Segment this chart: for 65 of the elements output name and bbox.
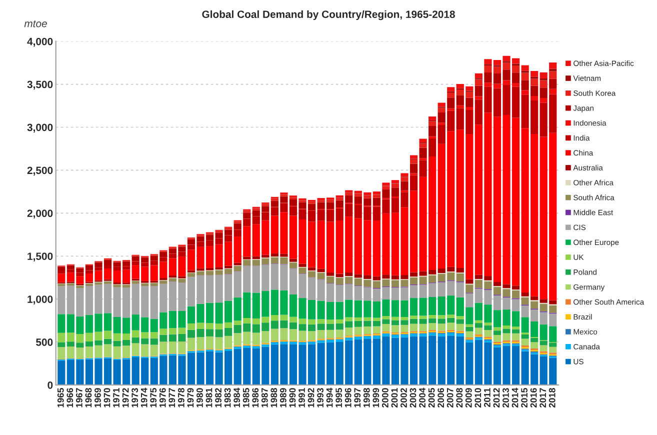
y-tick-label: 2,500 [27,166,53,176]
x-tick-label: 2017 [540,388,546,408]
y-tick-label: 3,000 [27,124,53,133]
x-tick-label: 1971 [113,388,120,408]
x-tick-label: 1987 [261,388,268,408]
x-tick-label: 1994 [326,388,333,408]
y-tick-label: 0 [48,381,53,389]
x-tick-label: 2015 [521,388,528,408]
x-tick-label: 2012 [493,388,500,408]
x-tick-label: 1966 [66,388,74,408]
x-tick-label: 1968 [85,388,92,408]
x-tick-label: 1985 [242,388,250,408]
x-tick-label: 2014 [512,388,518,408]
x-tick-label: 1997 [354,388,361,408]
x-tick-label: 1973 [132,388,138,408]
x-tick-label: 2006 [438,388,444,408]
y-tick-label: 1,500 [28,252,53,262]
x-tick-label: 1970 [104,388,110,408]
x-tick-label: 1996 [344,388,352,408]
y-tick-label: 500 [36,338,53,346]
x-tick-label: 1965 [57,388,64,408]
x-tick-label: 1998 [363,388,370,408]
x-tick-label: 1981 [206,388,212,408]
x-tick-label: 2016 [530,388,537,408]
x-tick-label: 1977 [168,388,176,408]
y-tick-label: 3,500 [27,80,53,90]
x-tick-label: 2003 [410,388,416,408]
x-tick-label: 1980 [196,388,203,408]
x-tick-label: 1978 [178,388,184,408]
x-tick-label: 1991 [298,388,305,408]
x-tick-label: 2013 [502,388,509,408]
y-tick-label: 4,000 [27,38,53,47]
x-tick-label: 2004 [419,388,426,408]
x-tick-label: 2008 [456,388,463,408]
x-tick-label: 2018 [548,388,556,408]
y-tick-label: 1,000 [28,296,53,304]
x-tick-label: 2011 [484,388,490,408]
x-tick-label: 1969 [94,388,101,408]
x-tick-label: 2000 [382,388,388,408]
x-tick-label: 1983 [224,388,231,408]
x-tick-label: 1982 [215,388,222,408]
x-tick-label: 2001 [391,388,398,408]
x-tick-label: 1999 [372,388,380,408]
x-tick-label: 1988 [270,388,278,408]
x-tick-label: 1993 [317,388,324,408]
x-tick-label: 1989 [280,388,286,408]
x-tick-label: 1979 [187,388,194,408]
y-axis-title: mtoe [24,20,47,28]
x-tick-label: 2005 [428,388,435,408]
x-tick-label: 1967 [76,388,82,408]
x-tick-label: 1992 [308,388,314,408]
x-tick-label: 1995 [336,388,342,408]
x-tick-label: 1990 [289,388,296,408]
x-tick-label: 1974 [140,388,148,408]
chart-title: Global Coal Demand by Country/Region, 1965-2018 [202,10,455,20]
y-tick-label: 2,000 [27,210,53,219]
x-tick-label: 1976 [159,388,166,408]
x-tick-label: 2007 [446,388,454,408]
x-tick-label: 1972 [122,388,129,408]
x-tick-label: 1986 [252,388,259,408]
x-tick-label: 2002 [400,388,407,408]
x-tick-label: 1975 [150,388,157,408]
x-tick-label: 2009 [465,388,472,408]
x-tick-label: 2010 [474,388,482,408]
x-tick-label: 1984 [234,388,240,408]
